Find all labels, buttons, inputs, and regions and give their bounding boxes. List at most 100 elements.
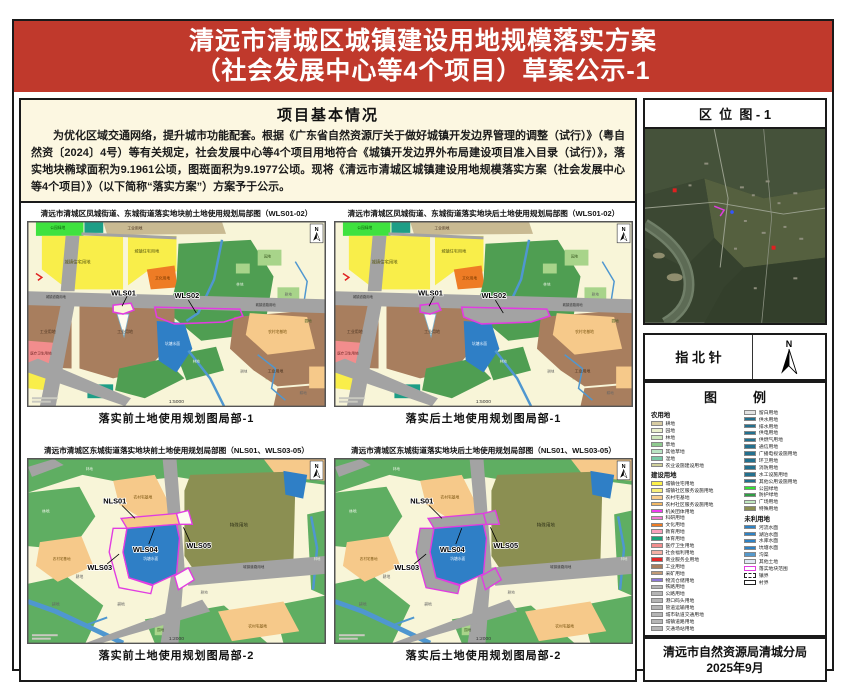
legend-item: 林地 — [651, 434, 741, 441]
svg-text:耕地: 耕地 — [240, 369, 248, 374]
document-title-line1: 清远市清城区城镇建设用地规模落实方案 — [188, 27, 657, 55]
legend-title: 图 例 — [703, 389, 767, 405]
legend-swatch — [651, 598, 663, 603]
legend-label: 草地 — [665, 442, 676, 448]
legend-label: 供水用地 — [758, 417, 779, 423]
svg-text:农村宅基地: 农村宅基地 — [575, 329, 594, 334]
legend-label: 消防用地 — [758, 465, 779, 471]
legend-swatch — [651, 543, 663, 548]
legend-label: 体育用地 — [665, 537, 685, 543]
legend-swatch — [744, 499, 757, 505]
svg-text:农村宅基地: 农村宅基地 — [360, 556, 378, 561]
legend-swatch — [651, 563, 663, 569]
legend-item: 教育用地 — [651, 528, 741, 535]
svg-text:WLS01: WLS01 — [418, 288, 443, 297]
legend-label: 公路用地 — [665, 592, 685, 598]
svg-text:工业用地: 工业用地 — [424, 329, 440, 334]
legend-swatch — [744, 430, 757, 436]
legend-label: 城市轨道交通用地 — [665, 612, 704, 618]
legend-swatch — [651, 612, 663, 617]
svg-text:园地: 园地 — [157, 627, 165, 632]
svg-text:城镇住宅用地: 城镇住宅用地 — [134, 248, 159, 254]
svg-text:耕地: 耕地 — [607, 390, 615, 395]
legend-item: 水库水面 — [744, 537, 821, 544]
legend-label: 农业设施建设用地 — [665, 463, 704, 469]
legend-swatch — [651, 550, 663, 555]
svg-text:医疗卫生用地: 医疗卫生用地 — [337, 351, 359, 356]
svg-text:农村宅基地: 农村宅基地 — [555, 623, 574, 628]
legend-columns: 农用地 耕地 园地 林地 草地 其他草地 湿地 农业设施建设用地 建设用地 城镇住宅用地 城镇社区服… — [645, 408, 825, 635]
svg-text:农村宅基地: 农村宅基地 — [248, 623, 267, 628]
legend-item: 耕地 — [651, 420, 741, 427]
publisher-name: 清远市自然资源局清城分局 — [662, 645, 807, 659]
legend-swatch — [651, 481, 663, 486]
legend-label: 林地 — [665, 436, 676, 442]
legend-item: 体育用地 — [651, 535, 741, 542]
plot-location-mark — [713, 205, 726, 217]
legend-swatch — [651, 605, 663, 610]
legend-swatch — [744, 552, 757, 557]
legend-item: 城市轨道交通用地 — [651, 611, 741, 618]
legend-swatch — [651, 455, 663, 461]
legend-swatch — [744, 437, 757, 443]
legend-label: 商业服务业用地 — [665, 557, 700, 563]
legend-label: 交通场站用地 — [665, 626, 695, 632]
svg-text:工业用地: 工业用地 — [347, 329, 363, 334]
legend-label: 铁路用地 — [665, 585, 685, 591]
legend-item: 园地 — [651, 427, 741, 434]
north-arrow-icon: N — [752, 334, 825, 379]
legend-label: 留白用地 — [758, 410, 779, 416]
legend-swatch — [651, 488, 663, 493]
svg-text:园地: 园地 — [305, 318, 313, 323]
legend-swatch — [651, 515, 663, 521]
svg-text:农村宅基地: 农村宅基地 — [268, 329, 287, 334]
legend-item: 其他草地 — [651, 448, 741, 455]
map-caption: 落实前土地使用规划图局部-2 — [98, 650, 255, 663]
svg-text:城镇道路用地: 城镇道路用地 — [550, 564, 572, 569]
svg-text:工业用地: 工业用地 — [575, 369, 591, 374]
legend-swatch — [744, 423, 757, 429]
legend-label: 村界 — [758, 580, 769, 586]
legend-swatch — [744, 444, 757, 450]
svg-text:城镇住宅用地: 城镇住宅用地 — [371, 259, 398, 266]
legend-label: 供电用地 — [758, 431, 779, 437]
legend-label: 坑塘水面 — [758, 546, 779, 552]
legend-swatch — [744, 524, 757, 530]
legend-swatch — [651, 428, 663, 433]
legend-swatch — [651, 529, 663, 535]
svg-text:林地: 林地 — [86, 466, 94, 471]
svg-text:林地: 林地 — [193, 359, 201, 364]
legend-label: 机关团体用地 — [665, 509, 695, 515]
legend-label: 湿地 — [665, 456, 676, 462]
legend-swatch — [651, 462, 663, 468]
legend-label: 园地 — [665, 429, 676, 435]
map-panel-after-1: 清远市清城区凤城街道、东城街道落实地块后土地使用规划局部图（WLS01-02） … — [334, 206, 633, 441]
legend-item: 沟渠 — [744, 551, 821, 558]
legend-label: 医疗卫生用地 — [665, 544, 695, 550]
legend-item: 供燃气用地 — [744, 436, 821, 443]
svg-text:林地: 林地 — [543, 282, 551, 287]
location-map-title: 区 位 图 - 1 — [645, 100, 825, 129]
compass-title: 指 北 针 — [675, 350, 722, 366]
svg-text:工业用地: 工业用地 — [434, 226, 449, 231]
svg-text:特殊用地: 特殊用地 — [230, 521, 249, 528]
svg-text:林地: 林地 — [236, 282, 244, 287]
legend-label: 水工设施用地 — [758, 472, 788, 478]
svg-text:城镇住宅用地: 城镇住宅用地 — [64, 259, 91, 266]
svg-text:耕地: 耕地 — [508, 590, 516, 595]
legend-swatch — [651, 442, 663, 447]
legend-swatch — [744, 579, 757, 585]
legend-label: 水库水面 — [758, 539, 779, 545]
svg-text:文化用地: 文化用地 — [462, 276, 477, 281]
svg-text:公园绿地: 公园绿地 — [50, 225, 65, 230]
legend-label: 落实地块范围 — [758, 567, 788, 572]
legend-swatch — [744, 506, 757, 512]
legend-swatch — [651, 495, 663, 500]
legend-swatch — [744, 566, 757, 571]
legend-label: 农村宅基地 — [665, 495, 690, 501]
main-panel: 项目基本情况 为优化区域交通网络，提升城市功能配套。根据《广东省自然资源厅关于做… — [19, 98, 637, 682]
legend-item: 镇界 — [744, 572, 821, 579]
legend-label: 环卫用地 — [758, 459, 779, 465]
svg-text:林地: 林地 — [42, 509, 50, 514]
svg-text:林地: 林地 — [393, 466, 401, 471]
